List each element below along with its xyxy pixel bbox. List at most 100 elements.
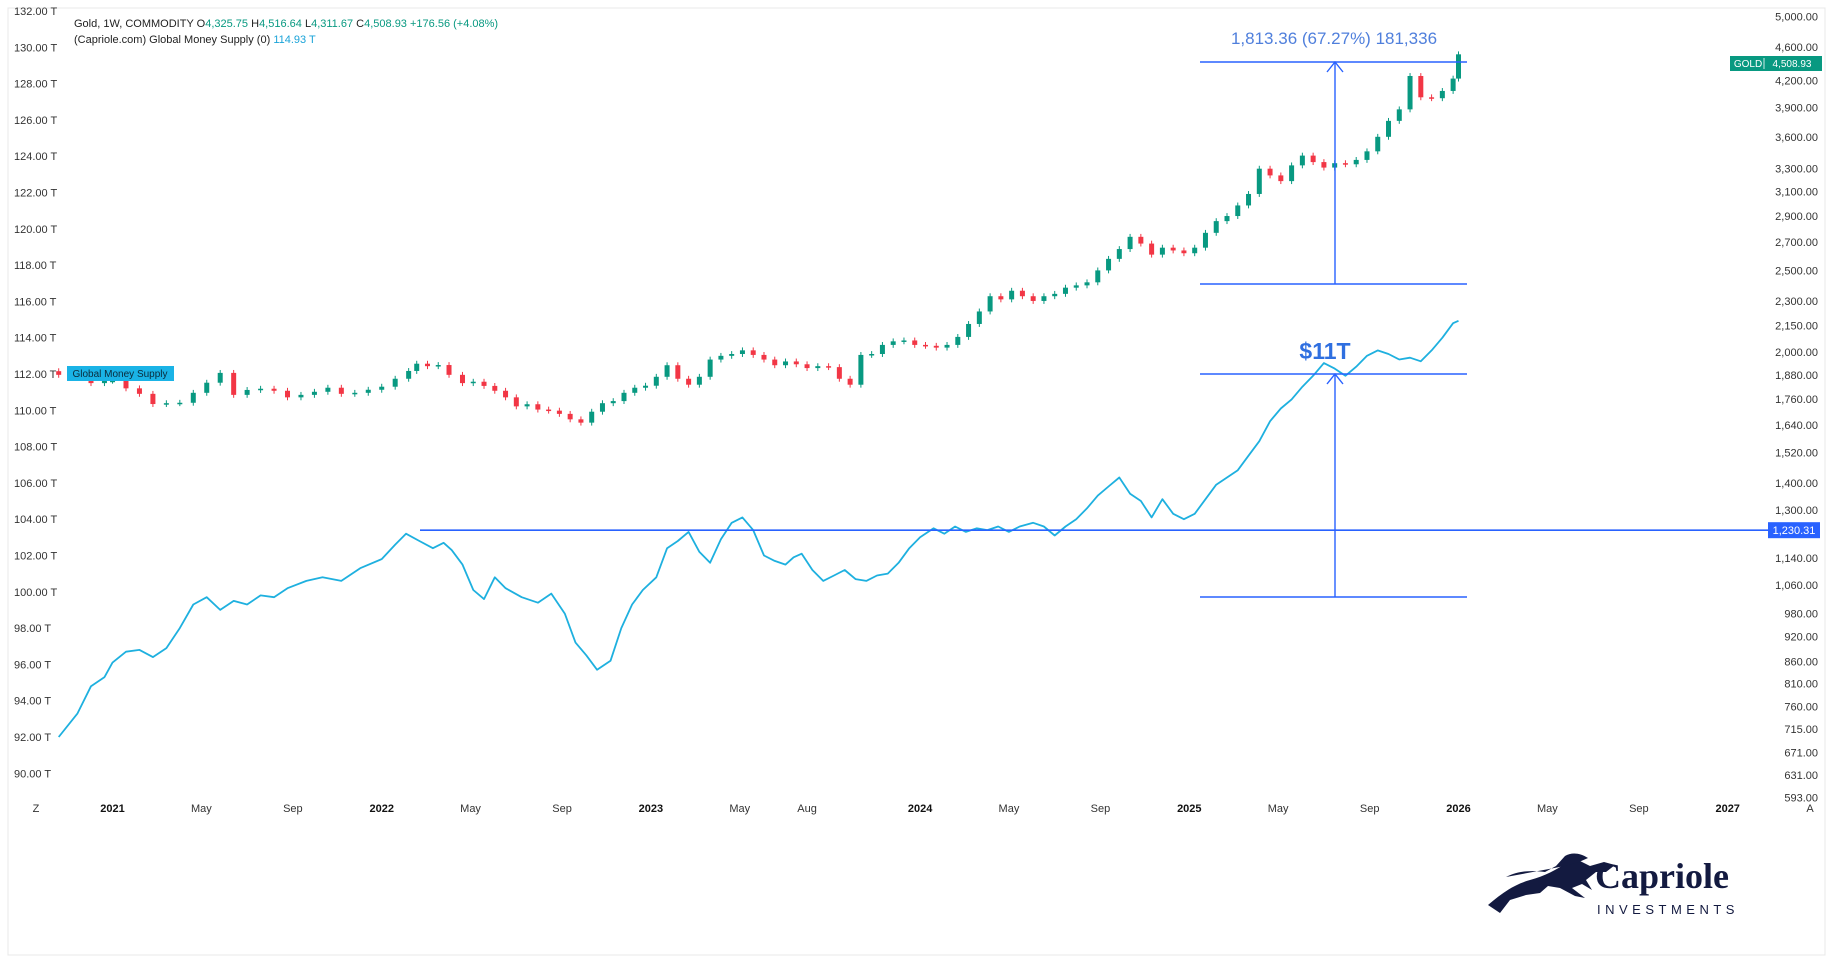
candle-body bbox=[136, 388, 142, 394]
indicator-line: (Capriole.com) Global Money Supply (0) 1… bbox=[74, 32, 498, 48]
candle-body bbox=[966, 323, 972, 337]
left-tick-label: 126.00 T bbox=[14, 115, 58, 127]
horse-icon bbox=[1488, 860, 1615, 913]
candle-body bbox=[470, 381, 476, 384]
right-tick-label: 671.00 bbox=[1784, 747, 1818, 759]
candle-body bbox=[1170, 247, 1176, 251]
candle-body bbox=[643, 385, 649, 388]
right-tick-label: 980.00 bbox=[1784, 609, 1818, 621]
x-tick-label: Sep bbox=[1091, 803, 1111, 815]
candle-body bbox=[1052, 293, 1058, 297]
candle-body bbox=[513, 397, 519, 407]
x-tick-label: 2022 bbox=[369, 803, 393, 815]
candle-body bbox=[298, 394, 304, 398]
candle-body bbox=[1073, 285, 1079, 288]
candle-body bbox=[1224, 216, 1230, 222]
candle-body bbox=[190, 392, 196, 403]
right-tick-label: 1,760.00 bbox=[1775, 394, 1818, 406]
candle-body bbox=[675, 365, 681, 379]
candle-body bbox=[998, 296, 1004, 300]
right-axis: 5,000.00 4,600.00 4,200.00 3,900.00 3,600.00… bbox=[1775, 11, 1818, 804]
candle-body bbox=[1418, 75, 1424, 98]
right-tick-label: 5,000.00 bbox=[1775, 11, 1818, 23]
gold-tag-label: GOLD bbox=[1734, 59, 1762, 70]
left-tick-label: 110.00 T bbox=[14, 405, 57, 417]
candle-body bbox=[503, 390, 509, 398]
right-tick-label: 593.00 bbox=[1784, 793, 1818, 805]
candle-body bbox=[879, 344, 885, 355]
logo-name: Capriole bbox=[1595, 856, 1729, 896]
series-tag bbox=[67, 366, 174, 381]
candle-body bbox=[414, 363, 420, 371]
x-tick-label: 2027 bbox=[1715, 803, 1739, 815]
right-tick-label: 1,640.00 bbox=[1775, 420, 1818, 432]
candle-body bbox=[578, 419, 584, 423]
right-tick-label: 715.00 bbox=[1784, 724, 1818, 736]
horse-mane-icon bbox=[1506, 853, 1588, 877]
right-tick-label: 1,520.00 bbox=[1775, 448, 1818, 460]
logo: Capriole INVESTMENTS bbox=[1488, 853, 1739, 917]
candle-body bbox=[707, 359, 713, 377]
candle-body bbox=[933, 345, 939, 348]
candle-body bbox=[492, 385, 498, 391]
x-tick-label: 2024 bbox=[908, 803, 933, 815]
left-tick-label: 90.00 T bbox=[14, 768, 51, 780]
candle-body bbox=[1095, 270, 1101, 283]
candle-body bbox=[1256, 168, 1262, 194]
candle-body bbox=[101, 380, 107, 384]
candle-body bbox=[392, 378, 398, 387]
chart-header: Gold, 1W, COMMODITY O4,325.75 H4,516.64 … bbox=[74, 16, 498, 48]
ohlc-line: Gold, 1W, COMMODITY O4,325.75 H4,516.64 … bbox=[74, 16, 498, 32]
candle-body bbox=[739, 350, 745, 355]
candle-body bbox=[1019, 290, 1025, 297]
candle-body bbox=[1030, 296, 1036, 301]
x-tick-label: Sep bbox=[1629, 803, 1649, 815]
right-tick-label: 2,150.00 bbox=[1775, 321, 1818, 333]
candle-body bbox=[793, 361, 799, 365]
candle-body bbox=[1181, 250, 1187, 254]
candle-body bbox=[1375, 136, 1381, 152]
gold-price-tag bbox=[1730, 56, 1822, 71]
candle-body bbox=[1127, 236, 1133, 250]
right-tick-label: 4,600.00 bbox=[1775, 42, 1818, 54]
x-tick-label: 2025 bbox=[1177, 803, 1201, 815]
candle-body bbox=[1213, 221, 1219, 233]
left-tick-label: 130.00 T bbox=[14, 42, 58, 54]
left-tick-label: 132.00 T bbox=[14, 6, 58, 18]
candle-body bbox=[1138, 236, 1144, 244]
candle-body bbox=[1246, 193, 1252, 206]
left-tick-label: 112.00 T bbox=[14, 369, 57, 381]
candle-body bbox=[535, 404, 541, 410]
money-measure-label: $11T bbox=[1299, 338, 1350, 364]
candle-body bbox=[901, 340, 907, 342]
candle-body bbox=[1149, 243, 1155, 255]
candle-body bbox=[567, 413, 573, 420]
high-value: 4,516.64 bbox=[259, 18, 302, 30]
left-tick-label: 124.00 T bbox=[14, 151, 58, 163]
candle-body bbox=[1456, 54, 1462, 79]
low-label: L bbox=[304, 18, 312, 30]
x-tick-label: 2021 bbox=[100, 803, 124, 815]
candle-body bbox=[1342, 163, 1348, 165]
x-tick-label: May bbox=[191, 803, 212, 815]
candle-body bbox=[163, 403, 169, 405]
candle-body bbox=[379, 386, 385, 390]
logo-tagline: INVESTMENTS bbox=[1597, 902, 1739, 917]
left-tick-label: 128.00 T bbox=[14, 79, 58, 91]
x-tick-label: Sep bbox=[283, 803, 303, 815]
candle-body bbox=[696, 376, 702, 385]
candle-body bbox=[836, 367, 842, 379]
gold-arrow-head bbox=[1326, 60, 1344, 73]
candle-body bbox=[338, 387, 344, 394]
candle-body bbox=[1267, 168, 1273, 176]
x-tick-label: Aug bbox=[797, 803, 817, 815]
indicator-label: (Capriole.com) Global Money Supply (0) bbox=[74, 34, 271, 46]
candle-body bbox=[123, 380, 129, 389]
candle-body bbox=[912, 340, 918, 345]
candle-body bbox=[1202, 232, 1208, 248]
candle-body bbox=[1062, 287, 1068, 294]
candle-body bbox=[783, 361, 789, 366]
candle-body bbox=[976, 311, 982, 324]
x-axis: Z A 2021 May Sep 2022 May Sep 2023 May Aug 2024 May S… bbox=[33, 803, 1815, 815]
open-label: O bbox=[196, 18, 206, 30]
